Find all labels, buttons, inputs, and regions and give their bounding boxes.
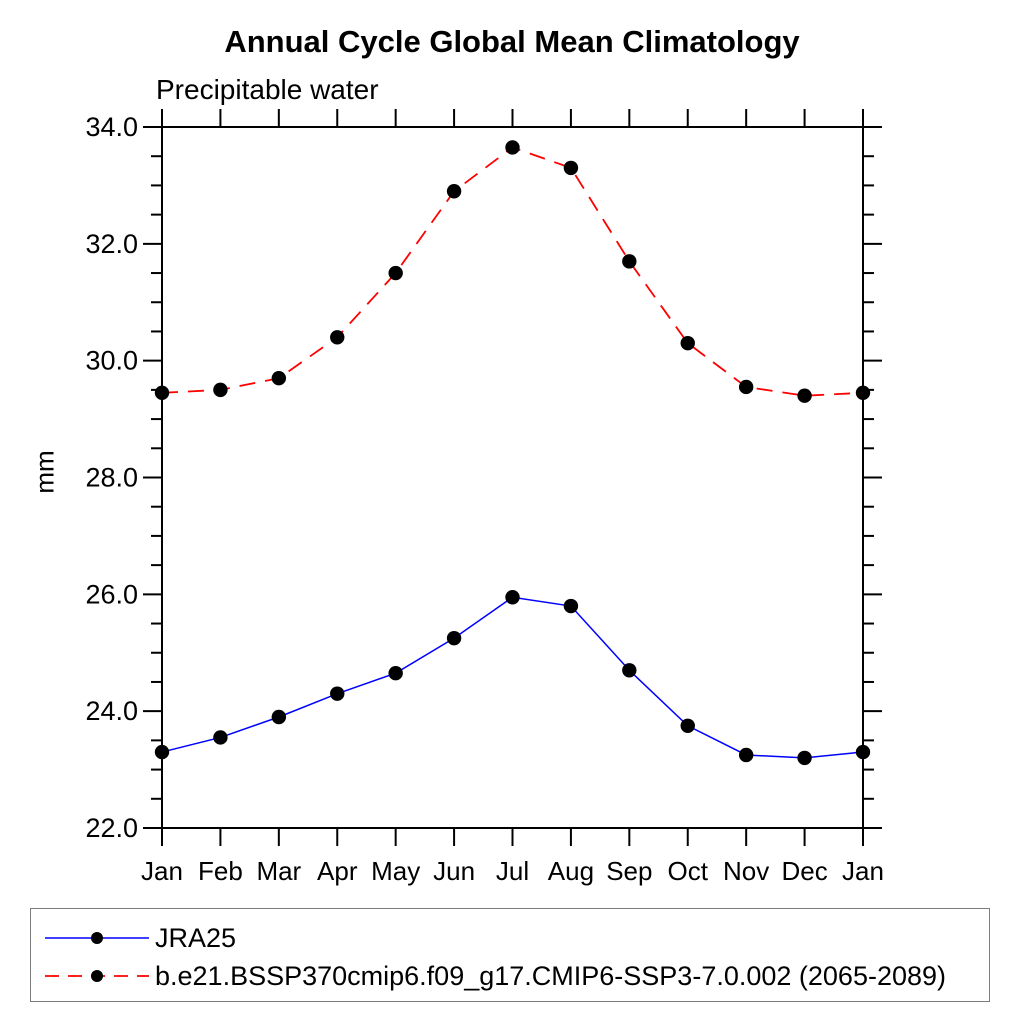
data-point-marker: [622, 663, 637, 678]
y-tick-label: 32.0: [85, 229, 138, 259]
data-point-marker: [797, 388, 812, 403]
series-line: [161, 596, 864, 759]
data-point-marker: [797, 750, 812, 766]
data-point-marker: [505, 590, 520, 605]
data-point-marker: [738, 747, 754, 763]
data-point-marker: [446, 184, 462, 199]
y-tick-label: 30.0: [85, 346, 138, 376]
data-point-marker: [330, 330, 345, 345]
data-point-marker: [680, 718, 695, 733]
x-tick-label: Mar: [256, 856, 301, 886]
series-line: [161, 146, 864, 397]
data-point-marker: [738, 379, 754, 395]
legend-line-dashed-icon: [45, 970, 149, 982]
y-tick-label: 28.0: [85, 463, 138, 493]
legend-label: JRA25: [155, 922, 237, 953]
plot-border: [161, 126, 864, 829]
data-point-marker: [680, 335, 695, 351]
legend-sample-marker: [91, 970, 103, 982]
data-point-marker: [271, 370, 287, 386]
x-tick-label: Sep: [606, 856, 652, 886]
plot-area: Jan Feb Mar Apr May Jun Jul Aug Sep Oct Nov Dec Jan2…: [85, 109, 884, 886]
legend-sample-marker: [91, 932, 103, 944]
y-tick-label: 22.0: [85, 813, 138, 843]
x-tick-label: Jan: [141, 856, 183, 886]
x-tick-label: Apr: [317, 856, 358, 886]
series-jra25: [154, 590, 871, 766]
series-model: [154, 140, 871, 403]
data-point-marker: [388, 665, 403, 681]
legend-item: b.e21.BSSP370cmip6.f09_g17.CMIP6-SSP3-7.…: [39, 961, 989, 991]
data-point-marker: [505, 140, 520, 155]
legend-line-solid-icon: [45, 932, 149, 944]
x-tick-label: Jun: [433, 856, 475, 886]
data-point-marker: [855, 385, 871, 400]
x-tick-label: Jan: [842, 856, 884, 886]
x-axis: Jan Feb Mar Apr May Jun Jul Aug Sep Oct Nov Dec Jan: [141, 109, 884, 886]
data-point-marker: [563, 598, 579, 614]
x-tick-label: Aug: [548, 856, 594, 886]
data-point-marker: [154, 385, 170, 400]
data-point-marker: [622, 254, 637, 269]
data-point-marker: [446, 630, 462, 646]
chart-subtitle: Precipitable water: [156, 74, 379, 105]
x-tick-label: May: [371, 856, 420, 886]
data-point-marker: [388, 265, 403, 281]
data-point-marker: [271, 709, 287, 725]
data-point-marker: [213, 382, 228, 398]
data-point-marker: [563, 160, 579, 176]
legend-label: b.e21.BSSP370cmip6.f09_g17.CMIP6-SSP3-7.…: [155, 960, 947, 991]
y-tick-label: 24.0: [85, 696, 138, 726]
x-tick-label: Oct: [668, 856, 709, 886]
x-tick-label: Dec: [781, 856, 827, 886]
data-point-marker: [330, 686, 345, 701]
y-axis: 22.0 24.0 26.0 28.0 30.0 32.0 34.0: [85, 112, 882, 843]
y-tick-label: 26.0: [85, 579, 138, 609]
data-point-marker: [213, 730, 228, 745]
data-point-marker: [855, 744, 871, 760]
x-tick-label: Feb: [198, 856, 243, 886]
x-tick-label: Jul: [496, 856, 529, 886]
y-tick-label: 34.0: [85, 112, 138, 142]
legend-item: JRA25: [39, 923, 989, 953]
x-tick-label: Nov: [723, 856, 769, 886]
chart-title: Annual Cycle Global Mean Climatology: [224, 24, 800, 59]
data-point-marker: [154, 744, 170, 760]
legend-box: JRA25 b.e21.BSSP370cmip6.f09_g17.CMIP6-SS…: [30, 908, 990, 1002]
